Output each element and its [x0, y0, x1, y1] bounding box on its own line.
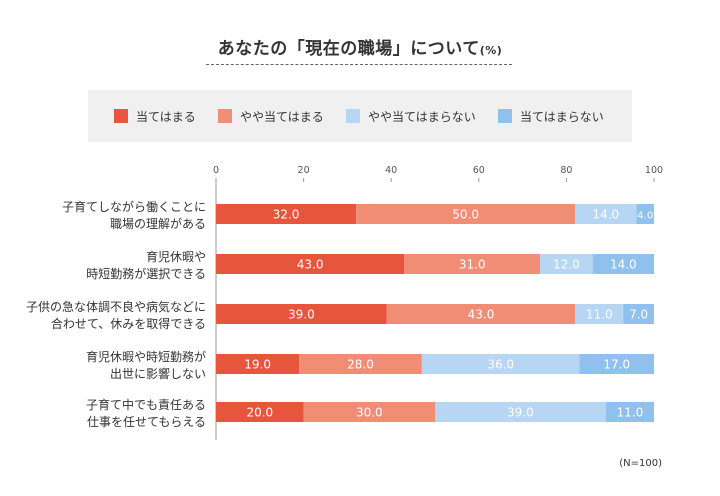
bar-segment: [592, 254, 654, 274]
bar-segment: [575, 204, 637, 224]
x-tick-label: 80: [560, 165, 572, 176]
legend-label: やや当てはまらない: [368, 109, 476, 124]
bar-segment: [216, 254, 405, 274]
category-label: 合わせて、休みを取得できる: [51, 316, 206, 331]
bar-segment: [216, 402, 304, 422]
x-tick-label: 100: [645, 165, 663, 176]
bar-value-label: 43.0: [297, 258, 324, 272]
bar-segment: [216, 204, 357, 224]
category-label: 子育て中でも責任ある: [86, 397, 206, 412]
legend-swatch: [218, 109, 232, 123]
legend-item-somewhat-agree: やや当てはまる: [218, 109, 324, 124]
bar-value-label: 17.0: [603, 358, 630, 372]
chart-title-unit: (%): [479, 44, 503, 57]
bar-segment: [575, 304, 624, 324]
category-label: 育児休暇や時短勤務が: [86, 349, 206, 364]
bar-value-label: 39.0: [507, 406, 534, 420]
category-label: 子育てしながら働くことに: [62, 199, 206, 214]
x-tick-label: 40: [385, 165, 397, 176]
category-label: 時短勤務が選択できる: [86, 266, 206, 281]
chart-title: あなたの「現在の職場」について(%): [0, 34, 720, 59]
legend-label: 当てはまらない: [520, 109, 604, 124]
bar-segment: [216, 354, 300, 374]
bar-value-label: 7.0: [629, 308, 648, 322]
bar-value-label: 31.0: [459, 258, 486, 272]
bar-value-label: 14.0: [610, 258, 637, 272]
bar-segment: [421, 354, 580, 374]
legend-item-disagree: 当てはまらない: [498, 109, 604, 124]
legend-label: やや当てはまる: [240, 109, 324, 124]
bar-value-label: 50.0: [452, 208, 479, 222]
bar-value-label: 36.0: [487, 358, 514, 372]
bar-segment: [299, 354, 422, 374]
bar-value-label: 20.0: [246, 406, 273, 420]
category-label: 職場の理解がある: [110, 216, 206, 231]
x-tick-label: 0: [213, 165, 219, 176]
bar-segment: [579, 354, 654, 374]
bar-segment: [356, 204, 576, 224]
bar-segment: [636, 204, 654, 224]
bar-value-label: 28.0: [347, 358, 374, 372]
bar-value-label: 43.0: [468, 308, 495, 322]
bar-value-label: 39.0: [288, 308, 315, 322]
bar-segment: [623, 304, 654, 324]
x-tick-label: 60: [473, 165, 485, 176]
bar-value-label: 11.0: [617, 406, 644, 420]
sample-size-note: (N=100): [619, 458, 662, 469]
bar-value-label: 4.0: [637, 211, 653, 222]
bar-value-label: 12.0: [553, 258, 580, 272]
bar-value-label: 30.0: [356, 406, 383, 420]
bar-value-label: 19.0: [244, 358, 271, 372]
legend-item-strongly-agree: 当てはまる: [114, 109, 196, 124]
bar-value-label: 32.0: [273, 208, 300, 222]
bar-segment: [216, 304, 387, 324]
chart-title-main: あなたの「現在の職場」について: [217, 39, 480, 59]
title-divider: [206, 64, 512, 65]
category-label: 仕事を任せてもらえる: [87, 415, 206, 429]
legend-swatch: [114, 109, 128, 123]
bar-segment: [605, 402, 654, 422]
bar-segment: [386, 304, 576, 324]
bar-value-label: 14.0: [592, 208, 619, 222]
bar-value-label: 11.0: [586, 308, 613, 322]
bar-segment: [435, 402, 606, 422]
category-label: 子供の急な体調不良や病気などに: [26, 299, 206, 314]
bar-segment: [540, 254, 593, 274]
legend: 当てはまる やや当てはまる やや当てはまらない 当てはまらない: [88, 90, 632, 142]
legend-swatch: [498, 109, 512, 123]
bar-segment: [303, 402, 435, 422]
bar-segment: [404, 254, 541, 274]
legend-item-somewhat-disagree: やや当てはまらない: [346, 109, 476, 124]
legend-swatch: [346, 109, 360, 123]
x-tick-label: 20: [298, 165, 310, 176]
category-label: 出世に影響しない: [110, 366, 206, 381]
legend-label: 当てはまる: [136, 109, 196, 124]
category-label: 育児休暇や: [146, 249, 206, 264]
